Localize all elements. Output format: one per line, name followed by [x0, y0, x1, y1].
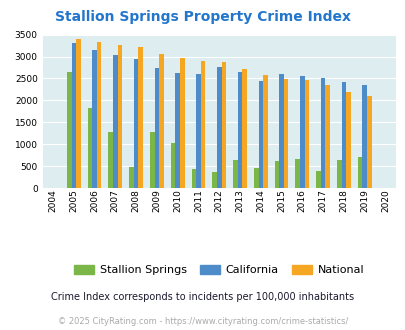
- Bar: [262, 75, 267, 188]
- Bar: [345, 92, 350, 188]
- Bar: [341, 82, 345, 188]
- Legend: Stallion Springs, California, National: Stallion Springs, California, National: [71, 261, 367, 279]
- Bar: [253, 168, 258, 188]
- Bar: [76, 39, 81, 188]
- Bar: [366, 96, 371, 188]
- Bar: [325, 84, 329, 188]
- Bar: [336, 160, 341, 188]
- Text: © 2025 CityRating.com - https://www.cityrating.com/crime-statistics/: © 2025 CityRating.com - https://www.city…: [58, 317, 347, 326]
- Bar: [92, 50, 97, 188]
- Bar: [150, 132, 154, 188]
- Bar: [97, 42, 101, 188]
- Bar: [134, 59, 138, 188]
- Bar: [108, 132, 113, 188]
- Bar: [159, 54, 163, 188]
- Bar: [299, 76, 304, 188]
- Bar: [67, 72, 71, 188]
- Bar: [154, 68, 159, 188]
- Bar: [179, 58, 184, 188]
- Bar: [216, 67, 221, 188]
- Bar: [113, 55, 117, 188]
- Bar: [315, 171, 320, 188]
- Bar: [212, 172, 216, 188]
- Bar: [196, 74, 200, 188]
- Bar: [279, 74, 283, 188]
- Bar: [87, 108, 92, 188]
- Bar: [71, 43, 76, 188]
- Bar: [129, 167, 134, 188]
- Bar: [320, 78, 325, 188]
- Bar: [191, 169, 196, 188]
- Bar: [362, 84, 366, 188]
- Text: Crime Index corresponds to incidents per 100,000 inhabitants: Crime Index corresponds to incidents per…: [51, 292, 354, 302]
- Bar: [117, 45, 122, 188]
- Bar: [242, 69, 246, 188]
- Bar: [304, 80, 309, 188]
- Bar: [258, 81, 262, 188]
- Bar: [200, 60, 205, 188]
- Bar: [232, 160, 237, 188]
- Bar: [171, 143, 175, 188]
- Bar: [237, 72, 242, 188]
- Bar: [175, 73, 179, 188]
- Bar: [138, 47, 143, 188]
- Bar: [295, 159, 299, 188]
- Bar: [274, 161, 279, 188]
- Bar: [283, 79, 288, 188]
- Bar: [357, 157, 362, 188]
- Text: Stallion Springs Property Crime Index: Stallion Springs Property Crime Index: [55, 10, 350, 24]
- Bar: [221, 62, 226, 188]
